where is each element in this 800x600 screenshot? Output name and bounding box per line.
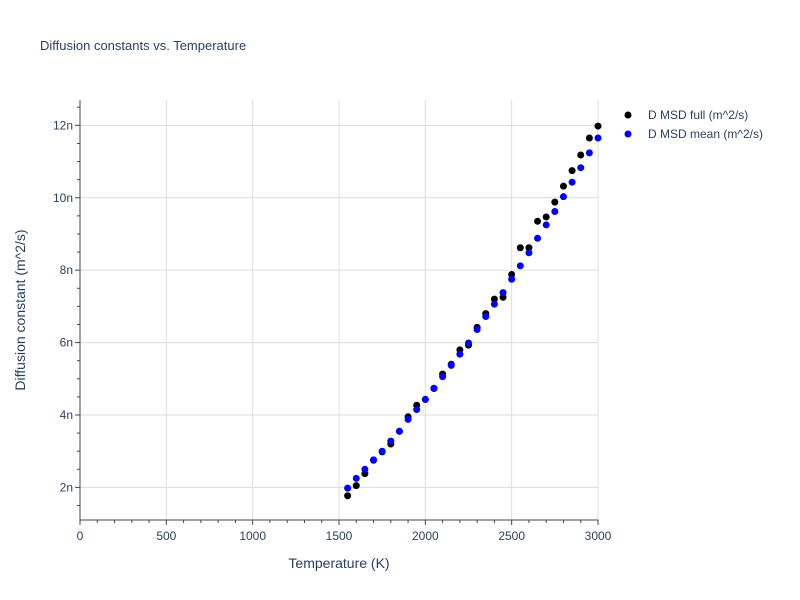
data-point-series-1: [542, 213, 550, 221]
y-tick-label: 8n: [60, 263, 73, 277]
data-point-series-1: [490, 295, 498, 303]
data-point-series-1: [352, 482, 360, 490]
data-point-series-2: [378, 447, 386, 455]
x-axis-title: Temperature (K): [288, 555, 389, 571]
data-point-series-2: [559, 193, 567, 201]
data-point-series-1: [577, 151, 585, 159]
data-point-series-1: [525, 244, 533, 252]
legend[interactable]: D MSD full (m^2/s) D MSD mean (m^2/s): [624, 108, 763, 141]
data-point-series-2: [525, 249, 533, 257]
data-point-series-2: [421, 395, 429, 403]
data-point-series-1: [585, 134, 593, 142]
x-tick-label: 0: [77, 529, 84, 543]
data-point-series-2: [361, 465, 369, 473]
data-point-series-2: [456, 350, 464, 358]
data-point-series-2: [465, 339, 472, 347]
x-tick-label: 2500: [498, 529, 525, 543]
data-point-series-2: [473, 326, 481, 334]
data-point-series-2: [447, 361, 455, 369]
legend-label[interactable]: D MSD full (m^2/s): [648, 108, 748, 122]
y-tick-label: 6n: [60, 336, 73, 350]
y-tick-label: 10n: [53, 191, 73, 205]
data-point-series-1: [516, 244, 524, 252]
chart-title: Diffusion constants vs. Temperature: [40, 38, 246, 53]
data-point-series-2: [395, 427, 403, 435]
y-tick-label: 2n: [60, 480, 73, 494]
data-point-series-2: [387, 437, 395, 445]
data-point-series-2: [534, 234, 542, 242]
data-point-series-2: [439, 373, 447, 381]
data-point-series-1: [568, 167, 576, 175]
data-point-series-1: [551, 198, 559, 206]
data-point-series-2: [482, 313, 490, 321]
data-point-series-2: [352, 474, 360, 482]
data-point-series-2: [568, 178, 576, 186]
data-point-series-2: [404, 415, 412, 423]
legend-marker[interactable]: [624, 111, 632, 119]
data-point-series-2: [516, 262, 524, 270]
data-point-series-2: [344, 484, 352, 492]
axes: 0 500 1000 1500 2000 2500 3000 2n 4n 6n 8n 10n 12n: [53, 100, 612, 543]
data-point-series-2: [542, 221, 550, 229]
x-tick-label: 1000: [239, 529, 266, 543]
data-point-series-2: [594, 134, 602, 142]
data-points: [344, 122, 602, 500]
data-point-series-2: [508, 275, 516, 283]
data-point-series-2: [551, 208, 559, 216]
data-point-series-1: [534, 217, 542, 225]
y-axis-title: Diffusion constant (m^2/s): [12, 229, 28, 390]
data-point-series-2: [490, 300, 498, 308]
legend-label[interactable]: D MSD mean (m^2/s): [648, 127, 763, 141]
x-tick-label: 1500: [326, 529, 353, 543]
x-tick-label: 500: [156, 529, 176, 543]
data-point-series-2: [585, 149, 593, 157]
data-point-series-2: [413, 406, 421, 414]
y-tick-label: 12n: [53, 118, 73, 132]
grid: [80, 100, 599, 520]
data-point-series-2: [370, 456, 378, 464]
legend-marker[interactable]: [624, 130, 632, 138]
data-point-series-1: [344, 492, 352, 500]
data-point-series-2: [430, 384, 438, 392]
x-tick-label: 3000: [585, 529, 612, 543]
data-point-series-2: [577, 164, 585, 172]
data-point-series-1: [559, 182, 567, 190]
data-point-series-1: [594, 122, 602, 130]
x-tick-label: 2000: [412, 529, 439, 543]
y-tick-label: 4n: [60, 408, 73, 422]
data-point-series-2: [499, 289, 507, 297]
